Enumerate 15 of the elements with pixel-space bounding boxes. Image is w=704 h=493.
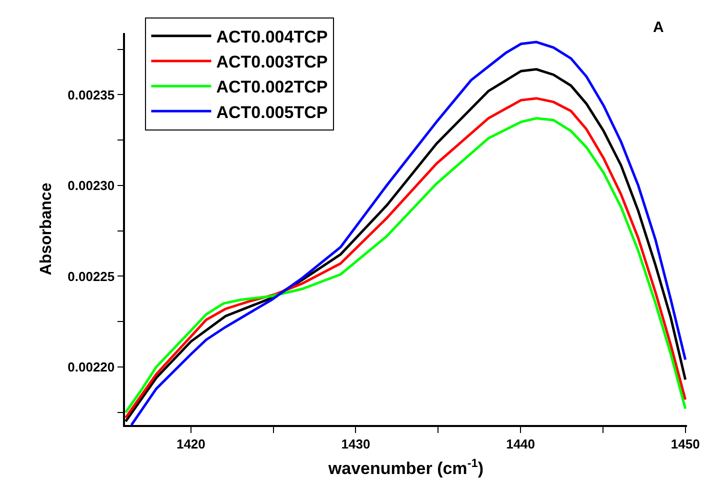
y-tick-label: 0.00235 bbox=[68, 87, 115, 102]
x-axis-title: wavenumber (cm$^{-1}$) bbox=[327, 456, 484, 478]
x-tick-label: 1420 bbox=[176, 436, 206, 452]
x-tick-label: 1450 bbox=[670, 436, 700, 452]
legend-label: ACT0.002TCP bbox=[216, 78, 328, 97]
y-tick-label: 0.00220 bbox=[68, 359, 115, 374]
x-tick-label: 1440 bbox=[506, 436, 535, 452]
y-tick-label: 0.00230 bbox=[68, 178, 115, 193]
y-axis-title: Absorbance bbox=[38, 182, 56, 276]
x-tick-label: 1430 bbox=[341, 436, 370, 452]
legend-label: ACT0.005TCP bbox=[216, 102, 328, 122]
legend-label: ACT0.003TCP bbox=[216, 52, 328, 72]
legend-label: ACT0.004TCP bbox=[216, 28, 328, 46]
annotation: A bbox=[653, 19, 664, 36]
y-tick-label: 0.00225 bbox=[68, 268, 115, 284]
